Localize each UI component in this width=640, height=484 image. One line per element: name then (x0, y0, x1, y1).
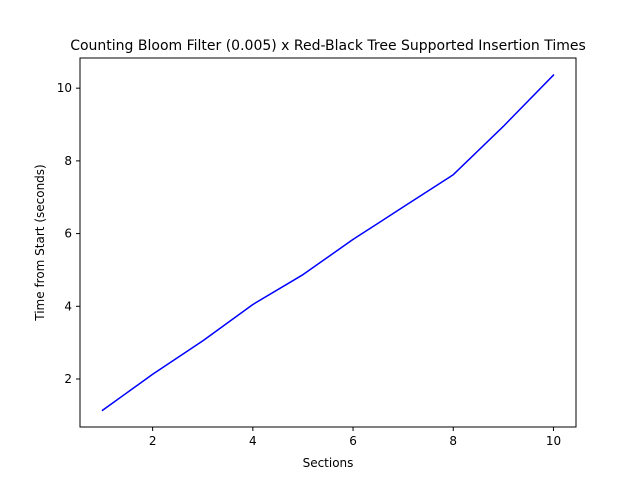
y-tick-label: 6 (64, 227, 72, 241)
y-tick-label: 8 (64, 154, 72, 168)
x-tick-label: 8 (449, 434, 457, 448)
y-tick-label: 4 (64, 299, 72, 313)
y-axis-label: Time from Start (seconds) (33, 164, 47, 321)
y-tick-label: 10 (57, 81, 72, 95)
x-tick-label: 6 (349, 434, 357, 448)
x-tick-label: 2 (149, 434, 157, 448)
x-tick-label: 4 (249, 434, 257, 448)
x-tick-label: 10 (546, 434, 561, 448)
y-tick-label: 2 (64, 372, 72, 386)
chart-title: Counting Bloom Filter (0.005) x Red-Blac… (70, 38, 586, 54)
x-axis-label: Sections (303, 456, 354, 470)
